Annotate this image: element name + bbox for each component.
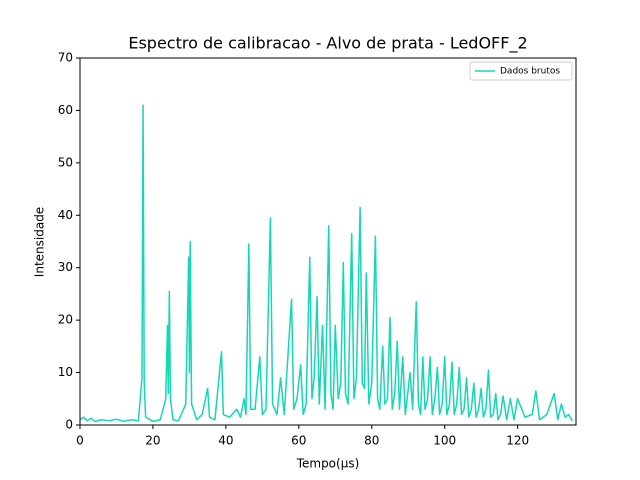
x-tick-label: 80 [364,434,379,448]
x-tick-label: 40 [218,434,233,448]
x-tick-label: 60 [291,434,306,448]
x-tick-label: 100 [433,434,456,448]
x-tick-label: 120 [506,434,529,448]
chart-title: Espectro de calibracao - Alvo de prata -… [128,34,527,54]
y-tick-label: 30 [58,260,73,274]
y-tick-label: 60 [58,103,73,117]
plot-frame [79,57,577,426]
legend-label: Dados brutos [500,67,560,77]
legend-box [469,61,573,81]
x-axis-label: Tempo(μs) [296,457,360,471]
y-tick-label: 40 [58,208,73,222]
y-tick-label: 10 [58,365,73,379]
x-tick-label: 0 [76,434,84,448]
y-tick-label: 20 [58,313,73,327]
y-axis-label: Intensidade [33,207,47,277]
y-tick-label: 50 [58,155,73,169]
y-tick-label: 70 [58,51,73,65]
y-tick-label: 0 [65,418,73,432]
x-tick-label: 20 [145,434,160,448]
data-line [79,104,573,423]
